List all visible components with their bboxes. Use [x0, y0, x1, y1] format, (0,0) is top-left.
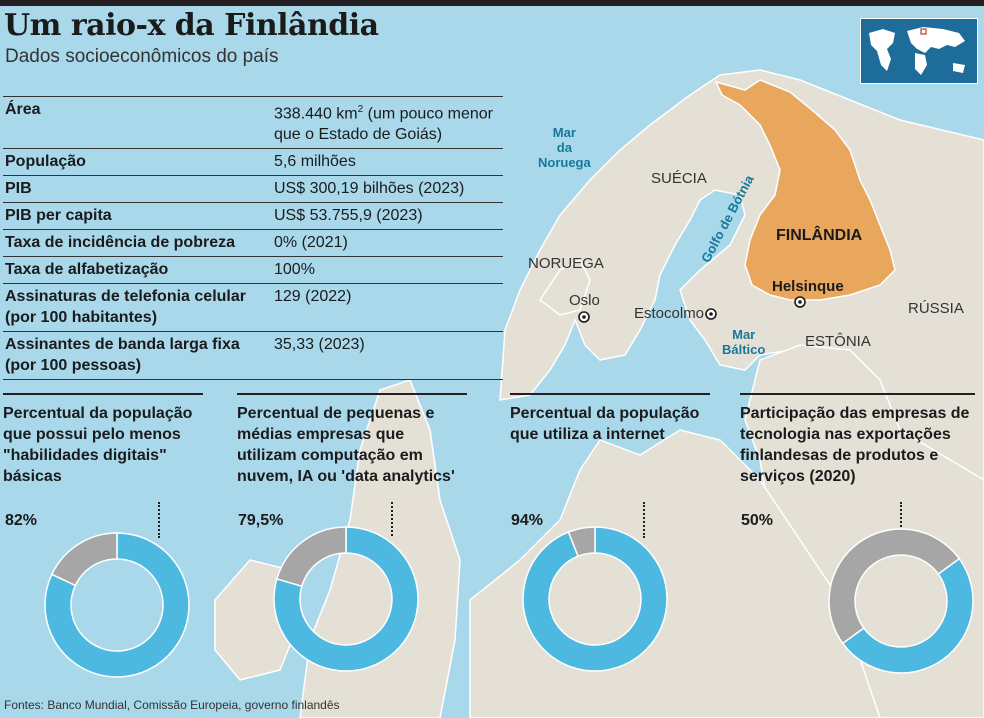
stats-value-superscript: 2 [357, 104, 364, 115]
donut-chart-digital-skills [44, 532, 190, 678]
panel-question: Percentual de pequenas e médias empresas… [237, 405, 455, 485]
stats-value-text: 338.440 km [274, 105, 358, 123]
stats-row: População 5,6 milhões [3, 148, 503, 176]
donut-chart-internet [522, 526, 668, 672]
land-fragment [538, 258, 591, 316]
stats-value-text: 129 (2022) [274, 288, 352, 306]
stats-label: Assinantes de banda larga fixa (por 100 … [5, 336, 240, 375]
donut-slice-value [273, 526, 419, 672]
world-inset-map [860, 18, 978, 84]
stats-label: Taxa de incidência de pobreza [5, 234, 235, 252]
land-baltics [744, 344, 984, 718]
leader-line-2 [643, 502, 645, 538]
country-label-russia: RÚSSIA [908, 300, 964, 317]
stats-value: 129 (2022) [272, 284, 503, 332]
donut-slice-rest [275, 526, 347, 588]
donut-label-1: 79,5% [238, 512, 284, 529]
donut-slice-value [44, 532, 190, 678]
stats-value: US$ 53.755,9 (2023) [272, 203, 503, 230]
leader-line-1 [391, 502, 393, 536]
stats-value: 100% [272, 257, 503, 284]
stats-label: Área [5, 101, 41, 118]
stats-label: PIB [5, 180, 32, 198]
panel-question: Percentual da população que possui pelo … [3, 405, 193, 485]
stats-label: PIB per capita [5, 207, 112, 225]
panel-cloud-ai: Percentual de pequenas e médias empresas… [237, 393, 467, 487]
stats-value-text: US$ 53.755,9 (2023) [274, 207, 423, 225]
city-label-oslo: Oslo [569, 292, 600, 309]
top-bar [0, 0, 984, 6]
city-label-stockholm: Estocolmo [634, 305, 705, 322]
panel-digital-skills: Percentual da população que possui pelo … [3, 393, 203, 487]
panel-rule [740, 393, 975, 395]
panel-rule [237, 393, 467, 395]
panel-internet: Percentual da população que utiliza a in… [510, 393, 710, 445]
donut-slice-value [841, 557, 974, 674]
donut-chart-cloud-ai [273, 526, 419, 672]
leader-line-0 [158, 502, 160, 538]
donut-chart-tech-exports [828, 528, 974, 674]
stats-row: PIB per capita US$ 53.755,9 (2023) [3, 202, 503, 230]
world-map-icon [869, 27, 965, 75]
stats-value-text: US$ 300,19 bilhões (2023) [274, 180, 465, 198]
panel-rule [3, 393, 203, 395]
stats-table: Área 338.440 km2 (um pouco menor que o Es… [3, 96, 503, 380]
sea-label-norway: Mar da Noruega [538, 125, 591, 170]
stats-value: 0% (2021) [272, 230, 503, 257]
donut-label-3: 50% [741, 512, 774, 529]
country-label-sweden: SUÉCIA [651, 170, 707, 187]
stats-value: 35,33 (2023) [272, 332, 503, 380]
sources-footer: Fontes: Banco Mundial, Comissão Europeia… [4, 698, 340, 712]
stats-row: PIB US$ 300,19 bilhões (2023) [3, 175, 503, 203]
stats-value-text: 5,6 milhões [274, 153, 356, 171]
panel-question: Percentual da população que utiliza a in… [510, 405, 700, 443]
capital-label-helsinki: Helsinque [772, 278, 844, 295]
panel-question: Participação das empresas de tecnologia … [740, 405, 970, 485]
stats-row: Assinaturas de telefonia celular (por 10… [3, 283, 503, 332]
donut-slice-value [522, 526, 668, 672]
donut-slice-rest [567, 526, 596, 558]
leader-line-3 [900, 502, 902, 538]
donut-slice-rest [828, 528, 961, 645]
stats-row: Área 338.440 km2 (um pouco menor que o Es… [3, 96, 503, 149]
sea-label-baltic: Mar Báltico [722, 327, 766, 357]
country-label-finland: FINLÂNDIA [776, 227, 863, 244]
stats-row: Taxa de alfabetização 100% [3, 256, 503, 284]
panel-tech-exports: Participação das empresas de tecnologia … [740, 393, 975, 487]
country-label-norway: NORUEGA [528, 255, 604, 272]
donut-label-2: 94% [511, 512, 544, 529]
country-label-estonia: ESTÔNIA [805, 333, 871, 350]
page-subtitle: Dados socioeconômicos do país [5, 46, 279, 67]
stats-row: Taxa de incidência de pobreza 0% (2021) [3, 229, 503, 257]
stats-label: População [5, 153, 86, 171]
stats-value: 338.440 km2 (um pouco menor que o Estado… [272, 97, 503, 149]
stats-row: Assinantes de banda larga fixa (por 100 … [3, 331, 503, 380]
stats-label: Taxa de alfabetização [5, 261, 169, 279]
page-title: Um raio-x da Finlândia [4, 8, 379, 43]
stats-value: 5,6 milhões [272, 149, 503, 176]
stats-value-text: 35,33 (2023) [274, 336, 365, 354]
donut-label-0: 82% [5, 512, 38, 529]
stats-label: Assinaturas de telefonia celular (por 10… [5, 288, 246, 327]
stats-value-text: 0% (2021) [274, 234, 348, 252]
panel-rule [510, 393, 710, 395]
stats-value-text: 100% [274, 261, 315, 279]
stats-value-note: (um pouco menor que o Estado de Goiás) [274, 105, 494, 144]
donut-slice-rest [50, 532, 118, 587]
land-finland [714, 79, 896, 301]
stats-value: US$ 300,19 bilhões (2023) [272, 176, 503, 203]
